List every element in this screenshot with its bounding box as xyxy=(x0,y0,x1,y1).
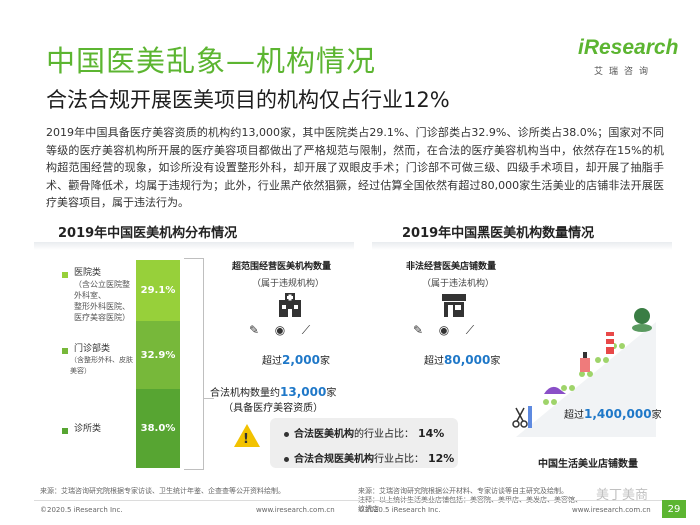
bar-label-hospital: 医院类 （含公立医院整外科室、 整形外科医院、 医疗美容医院） xyxy=(74,268,136,323)
scalpel-icon: ✎ xyxy=(248,323,260,337)
count-prefix: 超过 xyxy=(424,356,444,367)
watermark: 美丁美商 xyxy=(596,488,649,503)
ratio-tail: 行业占比： xyxy=(374,454,424,465)
site-left: www.iresearch.com.cn xyxy=(256,506,335,514)
bar-label-desc: 整形外科医院、 xyxy=(74,302,130,311)
ratio-panel xyxy=(270,418,458,468)
count-prefix: 超过 xyxy=(564,410,584,421)
scalpel-icon: ✎ xyxy=(412,323,424,337)
ratio-label: 合法合规医美机构 xyxy=(294,454,374,465)
over-scope-title: 超范围经营医美机构数量 xyxy=(232,262,332,272)
iresearch-logo: iResearch 艾瑞咨询 xyxy=(578,36,678,86)
medical-tools-icons: ✎ ◉ ⟋ xyxy=(410,322,478,338)
medical-tools-icons: ✎ ◉ ⟋ xyxy=(246,322,314,338)
bar-label-head: 医院类 xyxy=(74,268,102,278)
page-subtitle: 合法合规开展医美项目的机构仅占行业12% xyxy=(46,88,450,112)
illegal-count: 超过80,000家 xyxy=(424,352,500,367)
bar-value-label: 38.0% xyxy=(140,423,176,434)
ratio-compliant: 合法合规医美机构行业占比： 12% xyxy=(284,450,454,465)
legal-count: 合法机构数量约13,000家 （具备医疗美容资质） xyxy=(210,384,336,414)
bar-label-outpatient: 门诊部类 （含整形外科、皮肤美容） xyxy=(70,344,136,377)
illegal-note: （属于违法机构） xyxy=(422,279,495,289)
bullet-icon xyxy=(284,431,289,437)
count-suffix: 家 xyxy=(319,356,330,367)
ratio-label: 合法医美机构 xyxy=(294,429,354,440)
site-right: www.iresearch.com.cn xyxy=(572,506,651,514)
count-number: 1,400,000 xyxy=(584,407,652,421)
source-line: 来源：艾瑞咨询研究院根据公开材料、专家访谈等自主研究及绘制。 xyxy=(358,487,568,495)
legal-count-line: 合法机构数量约13,000家 xyxy=(210,384,336,399)
count-number: 13,000 xyxy=(280,385,327,399)
shops-label: 中国生活美业店铺数量 xyxy=(538,459,638,470)
ratio-value: 14% xyxy=(418,427,445,440)
eye-icon: ◉ xyxy=(274,323,286,337)
syringe-icon: ⟋ xyxy=(301,322,311,337)
bar-segment-clinic: 38.0% xyxy=(136,389,180,468)
count-prefix: 合法机构数量约 xyxy=(210,388,280,399)
bar-label-desc: （含整形外科、皮肤美容） xyxy=(70,356,133,375)
eye-icon: ◉ xyxy=(438,323,450,337)
triangle-backdrop xyxy=(516,322,656,437)
logo-subtext: 艾瑞咨询 xyxy=(594,67,655,77)
over-scope-note: （属于违规机构） xyxy=(252,279,325,289)
bar-value-label: 32.9% xyxy=(140,349,176,361)
bracket-tick xyxy=(204,398,214,399)
bar-label-head: 门诊部类 xyxy=(74,344,111,354)
warning-exclamation: ! xyxy=(243,432,249,447)
syringe-icon: ⟋ xyxy=(465,322,475,337)
bracket-line xyxy=(184,258,204,470)
stair-dots xyxy=(543,343,625,405)
shops-count: 超过1,400,000家 xyxy=(564,406,662,421)
over-scope-count: 超过2,000家 xyxy=(262,352,330,367)
bar-label-desc: 医疗美容医院） xyxy=(74,313,130,322)
bar-label-desc: （含公立医院整外科室、 xyxy=(74,280,130,300)
count-number: 2,000 xyxy=(282,353,320,367)
copyright-right: ©2020.5 iResearch Inc. xyxy=(358,506,441,514)
ratio-legal: 合法医美机构的行业占比： 14% xyxy=(284,425,444,440)
intro-paragraph: 2019年中国具备医疗美容资质的机构约13,000家，其中医院类占29.1%、门… xyxy=(46,126,664,209)
count-number: 80,000 xyxy=(444,353,491,367)
count-suffix: 家 xyxy=(326,388,337,399)
count-prefix: 超过 xyxy=(262,356,282,367)
ratio-value: 12% xyxy=(428,452,455,465)
beauty-shops-illustration xyxy=(512,308,656,437)
legend-swatch-outpatient xyxy=(62,348,68,354)
ratio-tail: 的行业占比： xyxy=(354,429,414,440)
bullet-icon xyxy=(284,456,289,462)
page-number: 29 xyxy=(662,500,686,518)
bar-label-head: 诊所类 xyxy=(74,424,102,434)
legend-swatch-clinic xyxy=(62,428,68,434)
nail-polish-icon xyxy=(580,358,590,372)
logo-text: iResearch xyxy=(578,36,679,59)
page-title: 中国医美乱象—机构情况 xyxy=(46,44,377,78)
copyright-left: ©2020.5 iResearch Inc. xyxy=(40,506,123,514)
shoe-icon xyxy=(544,386,566,394)
count-suffix: 家 xyxy=(651,410,662,421)
source-note-left: 来源：艾瑞咨询研究院根据专家访谈、卫生统计年鉴、企查查等公开资料绘制。 xyxy=(40,487,285,495)
footer-divider xyxy=(34,500,674,501)
comb-icon xyxy=(528,406,532,428)
bar-label-clinic: 诊所类 xyxy=(74,424,101,435)
warning-icon xyxy=(234,424,260,447)
barber-pole-icon xyxy=(606,332,614,354)
legend-swatch-hospital xyxy=(62,272,68,278)
bar-segment-hospital: 29.1% xyxy=(136,260,180,321)
right-chart-title: 2019年中国黑医美机构数量情况 xyxy=(402,226,595,241)
scissors-icon xyxy=(512,407,528,428)
count-suffix: 家 xyxy=(490,356,501,367)
bar-value-label: 29.1% xyxy=(140,285,176,296)
shop-icon xyxy=(442,294,466,317)
left-chart-title: 2019年中国医美机构分布情况 xyxy=(58,226,238,241)
illegal-title: 非法经营医美店铺数量 xyxy=(406,262,497,272)
hospital-icon xyxy=(279,293,301,317)
right-title-underline xyxy=(372,242,672,250)
left-title-underline xyxy=(34,242,354,250)
mannequin-icon xyxy=(634,308,650,324)
bar-segment-outpatient: 32.9% xyxy=(136,321,180,389)
legal-note: （具备医疗美容资质） xyxy=(223,403,324,414)
